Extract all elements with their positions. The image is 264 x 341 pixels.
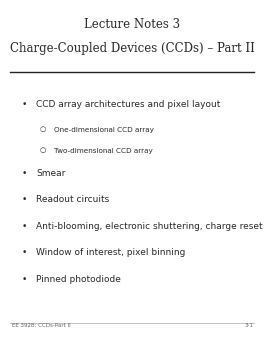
Text: •: •	[22, 275, 27, 283]
Text: •: •	[22, 222, 27, 231]
Text: Readout circuits: Readout circuits	[36, 195, 109, 204]
Text: Pinned photodiode: Pinned photodiode	[36, 275, 121, 283]
Text: •: •	[22, 100, 27, 109]
Text: EE 392B: CCDs-Part II: EE 392B: CCDs-Part II	[12, 323, 71, 328]
Text: Window of interest, pixel binning: Window of interest, pixel binning	[36, 248, 185, 257]
Text: One-dimensional CCD array: One-dimensional CCD array	[54, 127, 154, 133]
Text: Smear: Smear	[36, 168, 65, 178]
Text: ○: ○	[40, 127, 46, 133]
Text: •: •	[22, 195, 27, 204]
Text: 3-1: 3-1	[245, 323, 254, 328]
Text: CCD array architectures and pixel layout: CCD array architectures and pixel layout	[36, 100, 220, 109]
Text: ○: ○	[40, 148, 46, 153]
Text: Lecture Notes 3: Lecture Notes 3	[84, 18, 180, 31]
Text: •: •	[22, 248, 27, 257]
Text: •: •	[22, 168, 27, 178]
Text: Charge-Coupled Devices (CCDs) – Part II: Charge-Coupled Devices (CCDs) – Part II	[10, 42, 254, 55]
Text: Two-dimensional CCD array: Two-dimensional CCD array	[54, 148, 153, 153]
Text: Anti-blooming, electronic shuttering, charge reset operation: Anti-blooming, electronic shuttering, ch…	[36, 222, 264, 231]
